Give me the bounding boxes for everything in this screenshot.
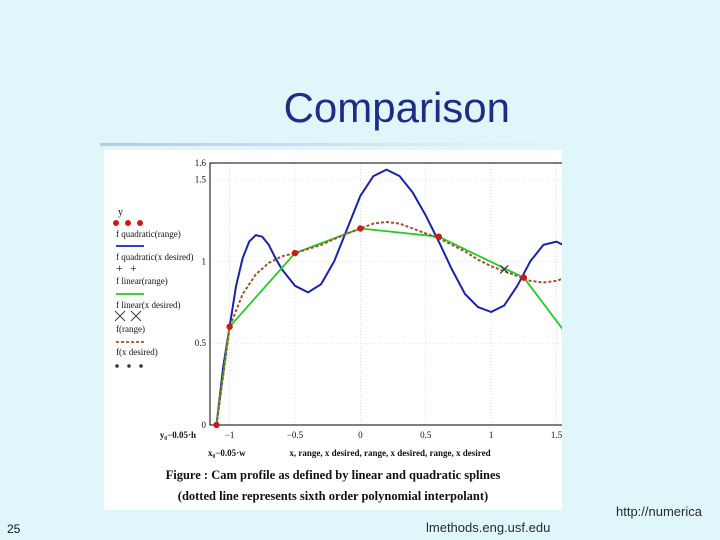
y-tick-label: 1.5	[195, 174, 207, 184]
tick-labels: −1−0.500.511.5200.511.51.6	[195, 158, 562, 440]
x-tick-label: 1	[489, 430, 494, 440]
legend-sample-cross	[114, 310, 126, 322]
x-tick-label: −1	[225, 430, 235, 440]
y-axis-legend: y f quadratic(range) f quadratic(x desired…	[113, 207, 193, 368]
data-point	[435, 233, 443, 240]
series-polynomial-line	[215, 221, 562, 426]
data-point	[213, 421, 220, 429]
legend-label-linear-desired: f linear(x desired)	[116, 300, 180, 310]
figure-caption-note: (dotted line represents sixth order poly…	[177, 489, 489, 503]
y-bottom-label: y₀−0.05·h	[160, 430, 196, 440]
legend-sample-cross	[130, 310, 142, 322]
page-number: 25	[7, 522, 21, 536]
desired-x-marker	[499, 265, 509, 274]
data-point	[357, 225, 364, 232]
legend-label-quadratic-range: f quadratic(range)	[116, 229, 181, 239]
y-tick-label: 0	[202, 420, 207, 430]
legend-sample-plus: +	[130, 261, 137, 275]
legend-label-linear-range: f linear(range)	[116, 276, 168, 286]
slide-title: Comparison	[283, 84, 510, 131]
legend-sample-dot	[127, 364, 131, 368]
y-tick-label: 1	[202, 256, 207, 266]
legend-label-quadratic-desired: f quadratic(x desired)	[116, 252, 193, 262]
legend-sample-dot	[139, 364, 143, 368]
title-underline	[100, 143, 570, 146]
y-max-label: 1.6	[195, 158, 207, 168]
series-quadratic-line	[215, 168, 562, 426]
legend-sample-dot	[115, 364, 119, 368]
x-tick-label: 0	[358, 430, 363, 440]
legend-sample-point	[125, 220, 131, 226]
axis-labels: y₀−0.05·h x₀−0.05·w x, range, x desired, r…	[160, 430, 491, 458]
source-url-part1[interactable]: http://numerica	[616, 504, 702, 519]
figure-caption: Figure : Cam profile as defined by linea…	[165, 468, 501, 482]
x-tick-label: −0.5	[287, 430, 304, 440]
x-label-center: x, range, x desired, range, x desired, r…	[289, 448, 490, 458]
legend-label-y: y	[118, 207, 123, 218]
source-url-part2[interactable]: lmethods.eng.usf.edu	[426, 520, 551, 535]
data-point	[226, 323, 233, 330]
gridlines	[210, 163, 562, 426]
x-tick-label: 0.5	[420, 430, 432, 440]
legend-label-poly-desired: f(x desired)	[116, 347, 158, 357]
series-lines	[215, 168, 562, 426]
x-tick-label: 1.5	[551, 430, 562, 440]
plot-frame	[209, 162, 562, 426]
data-point	[291, 249, 299, 257]
legend-sample-point	[113, 220, 119, 226]
figure-panel: −1−0.500.511.5200.511.51.6 yf quadratic(…	[104, 150, 562, 510]
legend-label-poly-range: f(range)	[116, 324, 145, 334]
legend-sample-plus: +	[116, 261, 123, 275]
cam-profile-chart: −1−0.500.511.5200.511.51.6 yf quadratic(…	[113, 158, 562, 458]
y-tick-label: 0.5	[195, 338, 207, 348]
legend-sample-point	[137, 220, 143, 226]
series-linear-line	[215, 227, 562, 426]
data-point	[520, 274, 527, 281]
data-points	[213, 225, 527, 429]
x-label-left: x₀−0.05·w	[208, 448, 246, 458]
